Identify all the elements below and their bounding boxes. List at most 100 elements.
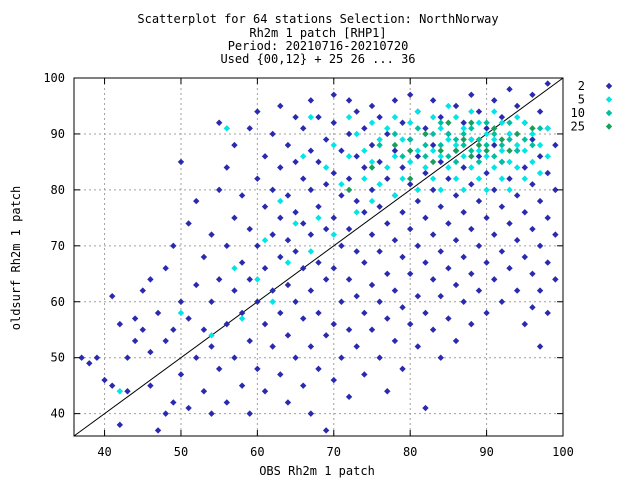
point-series-2: [445, 264, 452, 272]
legend-marker: [605, 96, 613, 103]
point-series-2: [292, 113, 299, 121]
point-series-2: [544, 259, 551, 266]
point-series-5: [521, 175, 528, 182]
point-series-5: [483, 186, 490, 194]
point-series-5: [277, 197, 284, 205]
point-series-2: [513, 237, 521, 244]
point-series-2: [399, 164, 406, 171]
point-series-2: [429, 326, 437, 333]
point-series-2: [536, 153, 544, 160]
point-series-2: [345, 393, 353, 401]
point-series-5: [368, 197, 376, 205]
point-series-2: [384, 315, 391, 322]
title-line-4: Used {00,12} + 25 26 ... 36: [220, 52, 415, 66]
point-series-2: [353, 108, 360, 115]
point-series-2: [261, 320, 269, 328]
point-series-2: [452, 192, 460, 199]
point-series-5: [376, 181, 383, 188]
point-series-2: [139, 287, 146, 294]
point-series-2: [437, 354, 444, 361]
point-series-5: [384, 125, 391, 132]
point-series-5: [536, 169, 544, 177]
point-series-2: [345, 225, 353, 233]
point-series-2: [284, 332, 292, 339]
point-series-2: [215, 276, 223, 283]
point-series-2: [223, 242, 231, 250]
point-series-2: [483, 125, 490, 132]
point-series-2: [345, 130, 353, 138]
point-series-5: [513, 164, 521, 171]
point-series-10: [445, 130, 452, 138]
point-series-5: [399, 136, 406, 143]
point-series-5: [284, 259, 292, 266]
point-series-2: [254, 242, 261, 250]
point-series-10: [536, 125, 544, 132]
x-axis-label: OBS Rh2m 1 patch: [259, 464, 375, 478]
title-line-2: Rh2m 1 patch [RHP1]: [249, 26, 386, 40]
point-series-2: [261, 388, 269, 395]
chart-title: Scatterplot for 64 stations Selection: N…: [137, 12, 498, 66]
point-series-2: [238, 309, 246, 317]
legend-label: 25: [571, 120, 585, 134]
point-series-2: [422, 404, 429, 412]
point-series-2: [506, 220, 513, 227]
point-series-5: [368, 119, 376, 126]
point-series-5: [529, 158, 536, 166]
y-tick-label: 80: [51, 183, 65, 197]
point-series-10: [491, 130, 498, 138]
point-series-2: [368, 326, 376, 333]
point-series-25: [468, 153, 475, 160]
point-series-10: [483, 119, 490, 126]
point-series-2: [330, 214, 337, 222]
point-series-2: [353, 343, 360, 350]
y-tick-label: 70: [51, 239, 65, 253]
point-series-2: [193, 197, 200, 205]
point-series-5: [445, 164, 452, 171]
point-series-2: [277, 309, 284, 317]
point-series-2: [177, 298, 185, 305]
point-series-2: [109, 382, 116, 389]
plot-frame: [73, 77, 564, 437]
point-series-5: [406, 158, 414, 166]
point-series-10: [521, 136, 528, 143]
point-series-5: [483, 153, 490, 160]
point-series-5: [376, 136, 383, 143]
legend-marker: [605, 123, 613, 130]
point-series-5: [399, 175, 406, 182]
point-series-2: [269, 130, 276, 138]
point-series-10: [391, 130, 399, 138]
point-series-5: [208, 332, 215, 339]
point-series-10: [468, 147, 475, 154]
point-series-2: [124, 388, 131, 395]
point-series-2: [399, 365, 406, 373]
point-series-10: [452, 136, 460, 143]
point-series-2: [162, 337, 169, 345]
point-series-2: [284, 141, 292, 149]
point-series-2: [529, 270, 536, 277]
point-series-2: [521, 253, 528, 261]
point-series-2: [322, 332, 330, 339]
point-series-5: [521, 119, 528, 126]
point-series-2: [468, 181, 475, 188]
point-series-2: [491, 97, 498, 104]
point-series-2: [437, 158, 444, 166]
point-series-25: [460, 136, 467, 143]
point-series-2: [536, 287, 544, 294]
point-series-2: [429, 97, 437, 104]
title-line-1: Scatterplot for 64 stations Selection: N…: [137, 12, 498, 26]
point-series-10: [513, 147, 521, 154]
point-series-2: [475, 287, 483, 294]
point-series-2: [322, 427, 330, 434]
point-series-2: [193, 281, 200, 289]
point-series-2: [483, 214, 490, 222]
point-series-2: [292, 248, 299, 255]
point-series-2: [513, 287, 521, 294]
point-series-2: [315, 113, 322, 121]
point-series-2: [506, 175, 513, 182]
point-series-2: [124, 354, 131, 361]
point-series-2: [529, 304, 536, 311]
point-series-5: [513, 113, 521, 121]
point-series-2: [238, 382, 246, 389]
point-series-5: [368, 158, 376, 166]
